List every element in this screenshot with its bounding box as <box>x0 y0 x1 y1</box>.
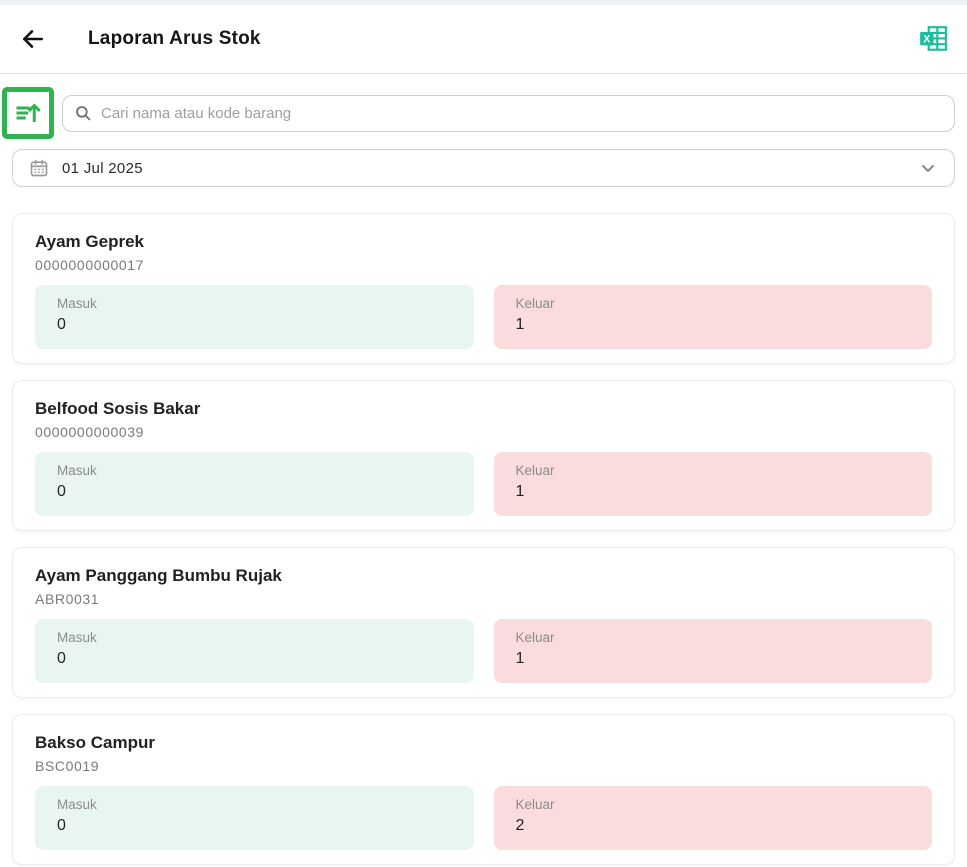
back-button[interactable] <box>16 22 50 56</box>
stock-in-value: 0 <box>57 817 66 834</box>
stock-in-box: Masuk 0 <box>35 619 474 683</box>
status-bar <box>0 0 967 5</box>
stock-in-label: Masuk <box>57 797 97 812</box>
svg-text:X: X <box>923 34 931 46</box>
stock-card[interactable]: Ayam Panggang Bumbu Rujak ABR0031 Masuk … <box>12 547 955 698</box>
stock-in-box: Masuk 0 <box>35 786 474 850</box>
product-name: Ayam Panggang Bumbu Rujak <box>35 566 282 585</box>
product-name: Ayam Geprek <box>35 232 144 251</box>
stock-card[interactable]: Belfood Sosis Bakar 0000000000039 Masuk … <box>12 380 955 531</box>
search-input[interactable] <box>62 94 955 132</box>
stock-out-label: Keluar <box>515 463 555 478</box>
flow-row: Masuk 0 Keluar 1 <box>35 452 932 516</box>
date-filter-select[interactable]: 01 Jul 2025 <box>12 149 955 187</box>
stock-in-label: Masuk <box>57 630 97 645</box>
product-name: Belfood Sosis Bakar <box>35 399 201 418</box>
product-code: 0000000000017 <box>35 257 145 273</box>
calendar-icon <box>29 158 49 178</box>
product-code: ABR0031 <box>35 591 100 607</box>
flow-row: Masuk 0 Keluar 1 <box>35 619 932 683</box>
product-code: BSC0019 <box>35 758 100 774</box>
stock-out-value: 1 <box>515 483 525 500</box>
product-code: 0000000000039 <box>35 424 145 440</box>
stock-out-box: Keluar 1 <box>493 619 932 683</box>
back-arrow-icon <box>20 26 46 52</box>
stock-out-box: Keluar 1 <box>493 452 932 516</box>
stock-in-box: Masuk 0 <box>35 285 474 349</box>
stock-in-value: 0 <box>57 316 66 333</box>
stock-out-label: Keluar <box>515 797 555 812</box>
stock-out-value: 2 <box>515 817 525 834</box>
stock-out-label: Keluar <box>515 630 555 645</box>
stock-in-value: 0 <box>57 650 66 667</box>
stock-out-box: Keluar 1 <box>493 285 932 349</box>
toolbar <box>0 87 967 139</box>
stock-out-label: Keluar <box>515 296 555 311</box>
stock-in-label: Masuk <box>57 296 97 311</box>
sort-ascending-icon <box>13 98 43 128</box>
stock-card[interactable]: Ayam Geprek 0000000000017 Masuk 0 Keluar… <box>12 213 955 364</box>
sort-button[interactable] <box>2 87 54 139</box>
stock-in-value: 0 <box>57 483 66 500</box>
flow-row: Masuk 0 Keluar 1 <box>35 285 932 349</box>
page-title: Laporan Arus Stok <box>88 28 261 49</box>
excel-icon: X <box>918 24 948 54</box>
flow-row: Masuk 0 Keluar 2 <box>35 786 932 850</box>
product-name: Bakso Campur <box>35 733 155 752</box>
date-filter-value: 01 Jul 2025 <box>62 159 143 177</box>
stock-in-label: Masuk <box>57 463 97 478</box>
stock-in-box: Masuk 0 <box>35 452 474 516</box>
export-excel-button[interactable]: X <box>915 21 951 57</box>
chevron-down-icon <box>918 158 938 178</box>
stock-out-value: 1 <box>515 316 525 333</box>
search-icon <box>74 104 92 122</box>
stock-out-value: 1 <box>515 650 525 667</box>
header-divider <box>0 73 967 74</box>
stock-out-box: Keluar 2 <box>493 786 932 850</box>
stock-card[interactable]: Bakso Campur BSC0019 Masuk 0 Keluar 2 <box>12 714 955 865</box>
app-header: Laporan Arus Stok X <box>0 5 967 73</box>
search-field <box>62 94 955 132</box>
stock-card-list: Ayam Geprek 0000000000017 Masuk 0 Keluar… <box>12 213 955 865</box>
